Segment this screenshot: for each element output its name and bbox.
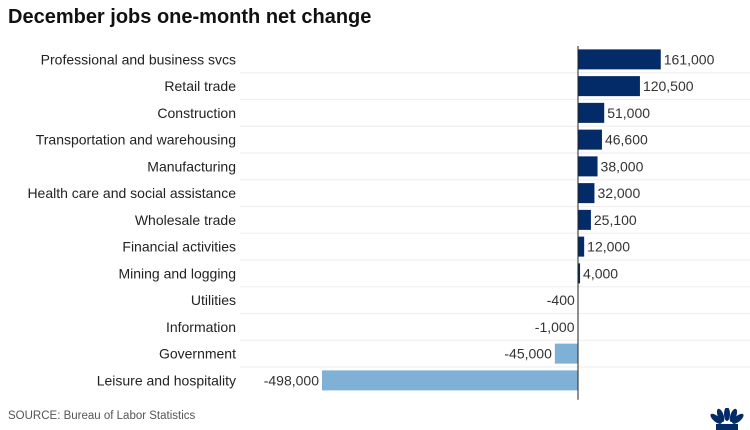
cnbc-peacock-icon bbox=[710, 408, 744, 430]
bar bbox=[578, 102, 605, 123]
category-label: Construction bbox=[157, 105, 236, 121]
bar bbox=[578, 183, 595, 204]
category-label: Financial activities bbox=[122, 239, 236, 255]
data-label: 161,000 bbox=[664, 51, 715, 67]
category-label: Information bbox=[166, 319, 236, 335]
data-label: 25,100 bbox=[594, 212, 637, 228]
category-label: Retail trade bbox=[164, 78, 236, 94]
data-label: 120,500 bbox=[643, 78, 694, 94]
bar bbox=[578, 129, 602, 150]
data-label: 12,000 bbox=[587, 239, 630, 255]
data-label: -498,000 bbox=[264, 372, 319, 388]
bar bbox=[578, 49, 661, 70]
source-note: SOURCE: Bureau of Labor Statistics bbox=[8, 410, 196, 422]
data-label: 46,600 bbox=[605, 132, 648, 148]
category-label: Wholesale trade bbox=[135, 212, 236, 228]
data-label: 38,000 bbox=[601, 158, 644, 174]
data-label: 4,000 bbox=[583, 265, 618, 281]
category-label: Utilities bbox=[191, 292, 236, 308]
data-label: -400 bbox=[547, 292, 575, 308]
data-label: 32,000 bbox=[597, 185, 640, 201]
category-label: Leisure and hospitality bbox=[97, 372, 236, 388]
bar-chart: Professional and business svcs 161,000 Ret… bbox=[27, 46, 750, 400]
data-label: -45,000 bbox=[504, 346, 552, 362]
category-label: Mining and logging bbox=[118, 265, 236, 281]
bar bbox=[578, 209, 591, 230]
category-label: Manufacturing bbox=[147, 158, 236, 174]
bar bbox=[578, 263, 581, 284]
bar bbox=[578, 236, 585, 257]
category-label: Health care and social assistance bbox=[27, 185, 236, 201]
bar bbox=[322, 370, 578, 391]
category-label: Professional and business svcs bbox=[41, 51, 236, 67]
data-label: -1,000 bbox=[535, 319, 575, 335]
category-label: Government bbox=[159, 346, 236, 362]
chart-title: December jobs one-month net change bbox=[8, 6, 372, 28]
category-label: Transportation and warehousing bbox=[36, 132, 236, 148]
bar bbox=[554, 343, 578, 364]
bar bbox=[578, 76, 640, 97]
bar bbox=[578, 156, 598, 177]
data-label: 51,000 bbox=[607, 105, 650, 121]
